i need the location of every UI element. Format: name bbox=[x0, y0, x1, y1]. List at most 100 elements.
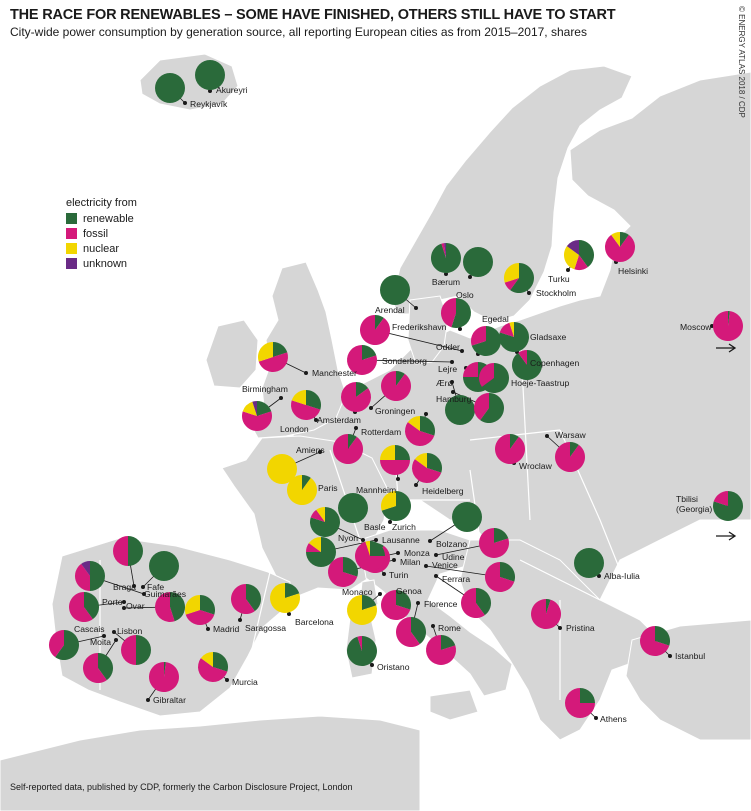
pie-slice-ovar-renewable bbox=[170, 592, 186, 622]
city-label-london: London bbox=[280, 424, 309, 434]
city-label-frederikshavn: Frederikshavn bbox=[392, 322, 447, 332]
pie-saragossa bbox=[231, 584, 262, 614]
city-dot-murcia bbox=[225, 678, 229, 682]
pie-slice-barcelona-nuclear bbox=[270, 583, 301, 614]
pie-slice-cascais-renewable bbox=[55, 630, 79, 660]
city-label-venice: Venice bbox=[432, 560, 458, 570]
city-dot-rotterdam bbox=[354, 426, 358, 430]
pie-slice-nyon-nuclear bbox=[316, 507, 325, 522]
city-dot-lisbon bbox=[112, 630, 116, 634]
pie-copenhagen bbox=[511, 350, 542, 380]
pie-slice-gladsaxe-nuclear bbox=[509, 322, 514, 337]
city-label-milan: Milan bbox=[400, 557, 421, 567]
city-dot-pristina bbox=[558, 626, 562, 630]
pie-slice-hanover-nuclear bbox=[407, 416, 420, 431]
city-label-arendal: Arendal bbox=[375, 305, 405, 315]
city-label-rotterdam: Rotterdam bbox=[361, 427, 401, 437]
pie-rotterdam bbox=[333, 434, 364, 465]
pie-gladsaxe bbox=[498, 322, 529, 353]
map-title: THE RACE FOR RENEWABLES – SOME HAVE FINI… bbox=[10, 7, 616, 23]
pie-slice-rotterdam-fossil bbox=[333, 434, 364, 465]
city-dot-saragossa bbox=[238, 618, 242, 622]
legend-item-unknown: unknown bbox=[66, 256, 137, 271]
pie-slice-akureyri-renewable bbox=[195, 60, 225, 90]
pie-slice-odder-fossil bbox=[360, 315, 391, 345]
city-label-r: Ærø bbox=[436, 378, 453, 388]
legend-label-nuclear: nuclear bbox=[83, 242, 120, 255]
city-label-fafe: Fafe bbox=[147, 582, 164, 592]
pie-slice-udine-fossil bbox=[479, 528, 510, 558]
offmap-arrows bbox=[716, 343, 737, 541]
pie-manchester bbox=[257, 342, 289, 373]
pie-slice-london-fossil bbox=[290, 400, 321, 421]
pie-slice-istanbul-fossil bbox=[640, 626, 670, 657]
pie-sonderborg bbox=[347, 345, 378, 375]
pie-slice-turku-renewable bbox=[579, 240, 595, 268]
pie-slice-athens-renewable bbox=[580, 688, 595, 703]
map-subtitle: City-wide power consumption by generatio… bbox=[10, 25, 587, 39]
city-label-egedal: Egedal bbox=[482, 314, 509, 324]
pie-slice-barcelona-renewable bbox=[285, 583, 300, 598]
city-label-odder: Odder bbox=[436, 342, 460, 352]
pie-slice-madrid-renewable bbox=[200, 595, 216, 615]
pie-akureyri bbox=[195, 60, 225, 90]
city-label-bolzano: Bolzano bbox=[436, 539, 467, 549]
pie-basle bbox=[338, 493, 368, 523]
legend-swatch-nuclear bbox=[66, 243, 77, 254]
pie-egedal bbox=[470, 326, 501, 356]
city-label-copenhagen: Copenhagen bbox=[530, 358, 579, 368]
city-dot-venice bbox=[424, 564, 428, 568]
city-label-reykjavi-k: Reykjavík bbox=[190, 99, 228, 109]
pie-amsterdam bbox=[341, 382, 372, 413]
legend-swatch-fossil bbox=[66, 228, 77, 239]
city-dot-frederikshavn bbox=[458, 327, 462, 331]
pie-slice-zurich-nuclear bbox=[380, 491, 396, 511]
pie-slice-amiens-nuclear bbox=[267, 454, 297, 484]
pie-slice-ferrara-fossil bbox=[461, 588, 485, 618]
pie-slice-odder-renewable bbox=[375, 314, 384, 330]
land-britain bbox=[247, 261, 347, 439]
city-dot-odder bbox=[460, 349, 464, 353]
pie-slice-ovar-fossil bbox=[155, 592, 175, 622]
land-ireland bbox=[205, 319, 259, 389]
pie-slice-monaco-renewable bbox=[362, 595, 377, 610]
pie-slice-amsterdam-renewable bbox=[356, 382, 369, 397]
pie-slice-basle-renewable bbox=[338, 493, 368, 523]
pie-slice-oristano-fossil bbox=[357, 636, 362, 651]
city-dot-guimara-es bbox=[142, 592, 146, 596]
city-dot-ovar bbox=[122, 606, 126, 610]
pie-slice-venice-fossil bbox=[485, 562, 515, 592]
land-france bbox=[221, 435, 389, 597]
pie-madrid bbox=[184, 595, 216, 626]
pie-slice-wroclaw-fossil bbox=[495, 434, 526, 465]
city-dot-udine bbox=[434, 553, 438, 557]
city-dot-monza bbox=[396, 551, 400, 555]
pie-slice-stockholm-fossil bbox=[504, 278, 519, 291]
pie-slice-moscow-renewable bbox=[728, 311, 730, 326]
pie-slice-milan-renewable bbox=[343, 556, 359, 577]
pie-slice-florence-fossil bbox=[396, 617, 420, 647]
pie-slice-manchester-nuclear bbox=[257, 342, 273, 362]
city-label-basle: Basle bbox=[364, 522, 386, 532]
city-dot-zurich bbox=[388, 520, 392, 524]
pie-rome bbox=[426, 635, 457, 666]
pie-slice-heidelberg-nuclear bbox=[414, 453, 427, 468]
pie-arendal bbox=[380, 275, 410, 305]
pie-hoeje-taastrup bbox=[478, 362, 509, 394]
pie-slice-fafe-renewable bbox=[149, 551, 179, 581]
pie-moscow bbox=[712, 311, 743, 341]
pie-slice-saragossa-fossil bbox=[231, 584, 255, 614]
city-dot-lausanne bbox=[374, 538, 378, 542]
pie-cascais bbox=[48, 630, 79, 660]
city-label-warsaw: Warsaw bbox=[555, 430, 587, 440]
pie-slice-rome-fossil bbox=[426, 635, 457, 666]
pie-frederikshavn bbox=[440, 298, 471, 328]
pie-murcia bbox=[198, 652, 229, 682]
city-dot-birmingham bbox=[279, 396, 283, 400]
pie-ovar bbox=[155, 592, 186, 622]
city-dot-sonderborg bbox=[450, 360, 454, 364]
city-label-paris: Paris bbox=[318, 483, 338, 493]
city-label-moscow: Moscow bbox=[680, 322, 712, 332]
city-label-sonderborg: Sonderborg bbox=[382, 356, 427, 366]
